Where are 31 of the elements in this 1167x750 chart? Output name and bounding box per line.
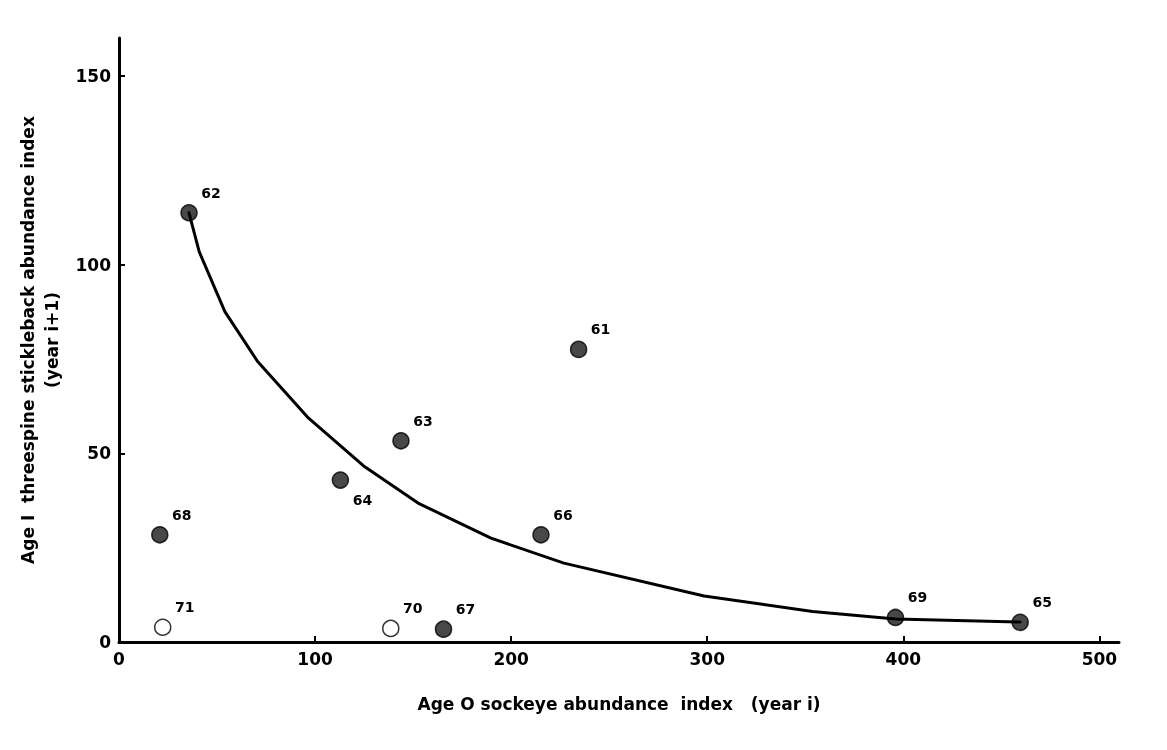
annotation: 66: [553, 506, 573, 523]
point: [569, 340, 588, 359]
y-tick-label: 50: [87, 443, 112, 464]
y-tick-label: 0: [99, 632, 112, 652]
x-axis-title: Age O sockeye abundance index (year i): [417, 694, 821, 714]
point: [151, 526, 169, 544]
annotation: 62: [201, 184, 221, 201]
point: [434, 620, 453, 638]
x-tick-label: 400: [885, 648, 922, 669]
x-tick-label: 0: [113, 648, 126, 669]
annotation: 63: [413, 412, 433, 429]
point: [382, 619, 400, 638]
annotation: 67: [455, 601, 476, 618]
annotation: 61: [590, 321, 611, 338]
x-tick-label: 100: [297, 648, 333, 669]
x-tick-label: 300: [689, 648, 726, 669]
y-tick-label: 150: [75, 65, 112, 86]
annotation: 69: [907, 589, 928, 606]
point: [392, 432, 410, 450]
annotation: 68: [172, 506, 192, 523]
point: [331, 471, 350, 489]
annotation: 70: [403, 600, 423, 617]
point: [153, 618, 172, 637]
point: [532, 526, 550, 544]
x-tick-label: 500: [1081, 648, 1118, 669]
annotation: 64: [352, 492, 373, 509]
y-axis-title: Age I threespine stickleback abundance index (year i+1): [18, 116, 62, 564]
y-tick-label: 100: [75, 254, 112, 275]
annotation: 71: [174, 599, 195, 616]
x-tick-label: 200: [493, 648, 530, 669]
annotation: 65: [1032, 594, 1052, 611]
